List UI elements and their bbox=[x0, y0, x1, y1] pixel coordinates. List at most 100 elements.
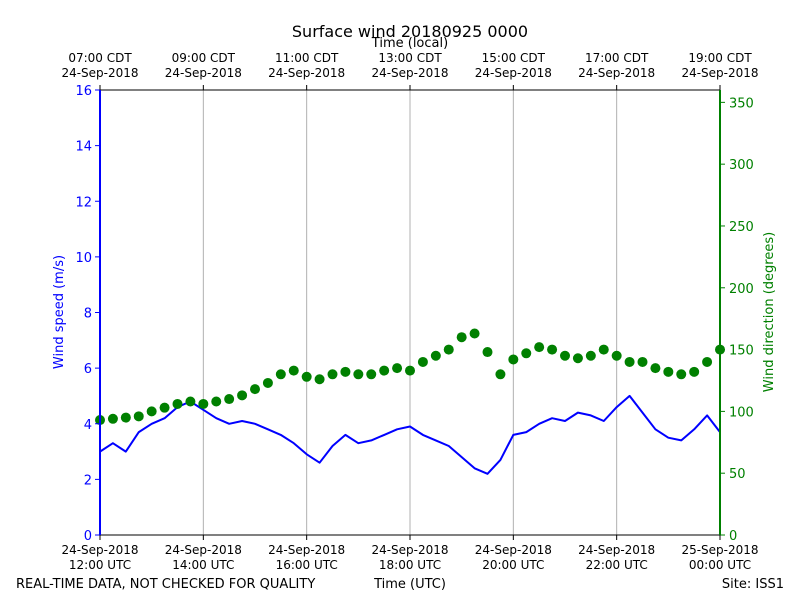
top-tick-time: 17:00 CDT bbox=[585, 51, 649, 65]
left-axis-label: Wind speed (m/s) bbox=[52, 255, 67, 369]
bottom-tick-time: 20:00 UTC bbox=[482, 558, 544, 572]
wind-direction-point bbox=[250, 384, 260, 395]
wind-direction-point bbox=[366, 369, 377, 380]
chart-title: Surface wind 20180925 0000 bbox=[292, 22, 528, 41]
left-tick-label: 8 bbox=[84, 307, 92, 322]
right-tick-label: 100 bbox=[729, 405, 754, 420]
bottom-tick-time: 18:00 UTC bbox=[379, 558, 441, 572]
wind-direction-point bbox=[379, 365, 390, 376]
left-tick-label: 2 bbox=[84, 473, 92, 488]
right-tick-label: 50 bbox=[729, 467, 746, 482]
top-axis-label: Time (local) bbox=[371, 36, 448, 51]
top-tick-date: 24-Sep-2018 bbox=[578, 66, 655, 80]
wind-direction-point bbox=[327, 369, 338, 380]
top-tick-date: 24-Sep-2018 bbox=[475, 66, 552, 80]
bottom-tick-time: 12:00 UTC bbox=[69, 558, 131, 572]
bottom-tick-date: 24-Sep-2018 bbox=[475, 543, 552, 557]
bottom-tick-date: 24-Sep-2018 bbox=[371, 543, 448, 557]
wind-speed-series bbox=[99, 394, 721, 475]
wind-direction-point bbox=[482, 347, 493, 358]
right-tick-label: 200 bbox=[729, 282, 754, 297]
left-tick-label: 0 bbox=[84, 529, 92, 544]
bottom-tick-date: 24-Sep-2018 bbox=[268, 543, 345, 557]
left-tick-label: 12 bbox=[75, 195, 92, 210]
wind-direction-point bbox=[456, 332, 467, 343]
wind-direction-point bbox=[702, 356, 713, 367]
wind-direction-point bbox=[534, 342, 545, 353]
top-tick-date: 24-Sep-2018 bbox=[371, 66, 448, 80]
wind-direction-point bbox=[262, 377, 273, 388]
bottom-tick-time: 00:00 UTC bbox=[689, 558, 751, 572]
wind-speed-line bbox=[99, 394, 721, 475]
wind-direction-point bbox=[430, 350, 441, 361]
top-tick-time: 13:00 CDT bbox=[378, 51, 442, 65]
top-tick-time: 09:00 CDT bbox=[172, 51, 236, 65]
wind-direction-point bbox=[211, 396, 222, 407]
bottom-tick-date: 24-Sep-2018 bbox=[165, 543, 242, 557]
grid-lines bbox=[202, 90, 618, 535]
bottom-tick-date: 25-Sep-2018 bbox=[681, 543, 758, 557]
wind-direction-point bbox=[676, 369, 687, 380]
right-tick-label: 0 bbox=[729, 529, 737, 544]
top-tick-time: 07:00 CDT bbox=[68, 51, 132, 65]
top-tick-date: 24-Sep-2018 bbox=[61, 66, 138, 80]
wind-direction-point bbox=[611, 350, 622, 361]
wind-direction-point bbox=[508, 354, 519, 365]
wind-direction-point bbox=[314, 374, 325, 385]
wind-direction-point bbox=[107, 413, 118, 424]
wind-direction-point bbox=[469, 328, 480, 339]
wind-direction-point bbox=[417, 356, 428, 367]
wind-direction-point bbox=[340, 366, 351, 377]
left-tick-label: 14 bbox=[75, 140, 92, 155]
wind-direction-point bbox=[185, 396, 196, 407]
left-tick-label: 10 bbox=[75, 251, 92, 266]
left-axis-ticks: 0 2 4 6 8 10 12 14 16 bbox=[75, 84, 100, 544]
wind-direction-point bbox=[637, 356, 648, 367]
wind-direction-point bbox=[663, 366, 674, 377]
bottom-tick-time: 16:00 UTC bbox=[276, 558, 338, 572]
top-tick-date: 24-Sep-2018 bbox=[681, 66, 758, 80]
wind-direction-point bbox=[650, 363, 661, 374]
right-tick-label: 300 bbox=[729, 158, 754, 173]
wind-direction-point bbox=[237, 390, 248, 401]
wind-direction-point bbox=[172, 398, 183, 409]
wind-direction-point bbox=[572, 353, 583, 364]
bottom-tick-time: 22:00 UTC bbox=[586, 558, 648, 572]
wind-direction-point bbox=[624, 356, 635, 367]
top-tick-time: 15:00 CDT bbox=[482, 51, 546, 65]
bottom-axis-label: Time (UTC) bbox=[373, 577, 446, 592]
wind-direction-point bbox=[560, 350, 570, 361]
wind-direction-point bbox=[598, 344, 609, 355]
wind-direction-point bbox=[689, 366, 700, 377]
wind-direction-point bbox=[547, 344, 558, 355]
top-tick-date: 24-Sep-2018 bbox=[268, 66, 345, 80]
left-tick-label: 16 bbox=[75, 84, 92, 99]
left-tick-label: 4 bbox=[84, 418, 92, 433]
wind-direction-point bbox=[146, 406, 157, 417]
wind-direction-point bbox=[521, 348, 532, 359]
top-tick-time: 19:00 CDT bbox=[688, 51, 752, 65]
wind-direction-point bbox=[353, 369, 364, 380]
wind-direction-point bbox=[159, 402, 170, 413]
wind-direction-point bbox=[120, 412, 131, 423]
wind-direction-point bbox=[224, 394, 235, 405]
wind-direction-point bbox=[585, 350, 596, 361]
bottom-tick-date: 24-Sep-2018 bbox=[61, 543, 138, 557]
wind-direction-point bbox=[405, 365, 415, 376]
wind-direction-point bbox=[392, 363, 403, 374]
wind-direction-point bbox=[133, 411, 144, 422]
left-tick-label: 6 bbox=[84, 362, 92, 377]
right-tick-label: 350 bbox=[729, 96, 754, 111]
bottom-tick-time: 14:00 UTC bbox=[172, 558, 234, 572]
right-tick-label: 150 bbox=[729, 344, 754, 359]
bottom-tick-date: 24-Sep-2018 bbox=[578, 543, 655, 557]
top-tick-time: 11:00 CDT bbox=[275, 51, 339, 65]
right-axis-label: Wind direction (degrees) bbox=[762, 232, 777, 392]
top-tick-date: 24-Sep-2018 bbox=[165, 66, 242, 80]
wind-direction-point bbox=[443, 344, 454, 355]
right-axis-ticks: 0 50 100 150 200 250 300 350 bbox=[720, 96, 754, 544]
right-tick-label: 250 bbox=[729, 220, 754, 235]
wind-direction-point bbox=[275, 369, 286, 380]
